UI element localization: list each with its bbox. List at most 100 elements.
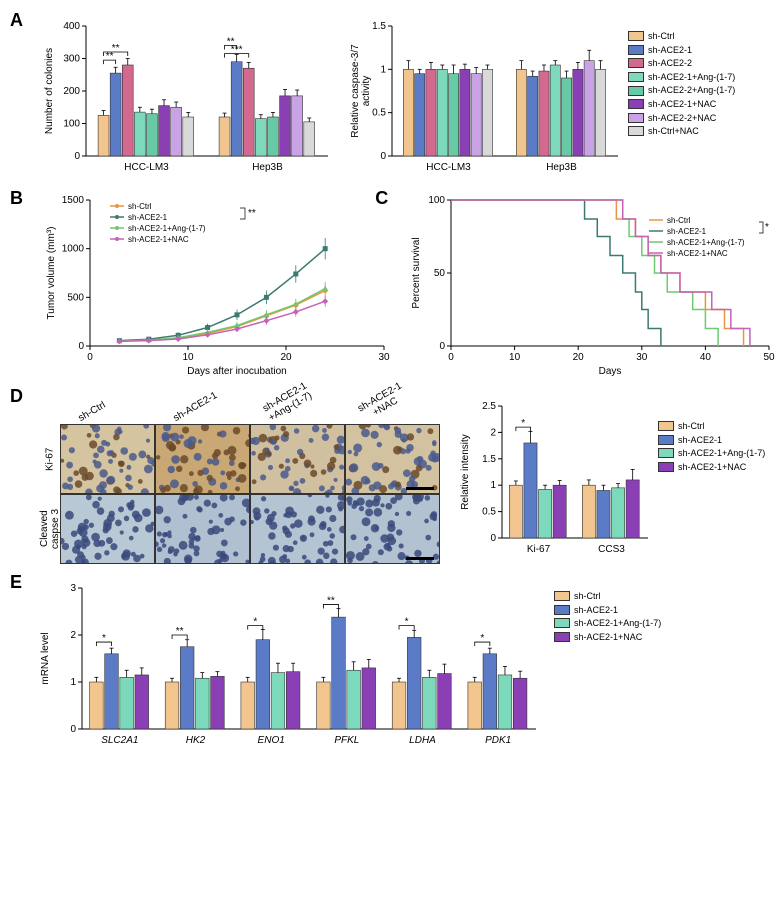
panel-e-label: E	[10, 572, 22, 593]
svg-text:0: 0	[78, 341, 84, 352]
mrna-chart: 0123mRNA levelSLC2A1HK2ENO1PFKLLDHAPDK1*…	[34, 572, 544, 757]
svg-text:***: ***	[231, 45, 243, 56]
legend-item: sh-ACE2-1	[628, 44, 735, 57]
svg-text:0: 0	[87, 352, 93, 363]
svg-text:Days after inocubation: Days after inocubation	[187, 366, 287, 377]
panel-e-legend: sh-Ctrlsh-ACE2-1sh-ACE2-1+Ang-(1-7)sh-AC…	[554, 590, 661, 643]
panel-a: A 0 100 200 300 400 Number of colonies HCC-LM3…	[10, 10, 771, 180]
svg-text:2: 2	[70, 630, 76, 641]
svg-text:Relative caspase-3/7: Relative caspase-3/7	[350, 44, 361, 138]
ihc-image	[155, 424, 250, 494]
svg-text:300: 300	[63, 54, 80, 65]
svg-text:3: 3	[70, 583, 76, 594]
svg-text:sh-Ctrl: sh-Ctrl	[667, 216, 691, 225]
ihc-image	[60, 424, 155, 494]
panel-d-intensity-chart: 00.511.522.5Relative intensityKi-67CCS3*	[454, 392, 654, 562]
svg-text:2.5: 2.5	[482, 401, 496, 412]
ihc-image	[155, 494, 250, 564]
svg-text:PFKL: PFKL	[334, 735, 359, 746]
svg-text:HK2: HK2	[186, 735, 206, 746]
svg-text:1.5: 1.5	[372, 21, 386, 32]
svg-text:sh-ACE2-1: sh-ACE2-1	[128, 213, 168, 222]
panel-b: B 0500100015000102030Days after inocubat…	[10, 188, 375, 378]
svg-text:20: 20	[573, 352, 585, 363]
svg-text:50: 50	[434, 268, 446, 279]
svg-text:1: 1	[70, 677, 76, 688]
ihc-image-grid: sh-Ctrlsh-ACE2-1sh-ACE2-1 +Ang-(1-7)sh-A…	[40, 392, 440, 564]
svg-text:**: **	[112, 43, 120, 54]
panel-b-label: B	[10, 188, 23, 209]
svg-text:10: 10	[509, 352, 521, 363]
legend-item: sh-ACE2-1	[658, 434, 765, 447]
svg-text:Hep3B: Hep3B	[252, 162, 283, 173]
svg-text:Number of colonies: Number of colonies	[44, 48, 55, 134]
panel-c-label: C	[375, 188, 388, 209]
ihc-image	[60, 494, 155, 564]
panel-c: C 05010001020304050DaysPercent survivals…	[375, 188, 771, 378]
svg-text:sh-ACE2-1+NAC: sh-ACE2-1+NAC	[667, 249, 728, 258]
svg-text:0: 0	[380, 151, 386, 162]
legend-item: sh-Ctrl	[628, 30, 735, 43]
legend-item: sh-ACE2-1+NAC	[554, 631, 661, 644]
svg-text:LDHA: LDHA	[409, 735, 436, 746]
svg-text:200: 200	[63, 86, 80, 97]
ihc-row-label: Cleaved caspse 3	[40, 494, 60, 564]
svg-text:*: *	[253, 617, 257, 628]
svg-text:CCS3: CCS3	[598, 544, 625, 555]
svg-text:sh-ACE2-1+Ang-(1-7): sh-ACE2-1+Ang-(1-7)	[128, 224, 206, 233]
svg-text:400: 400	[63, 21, 80, 32]
legend-item: sh-Ctrl	[554, 590, 661, 603]
svg-text:sh-ACE2-1+NAC: sh-ACE2-1+NAC	[128, 235, 189, 244]
svg-text:Days: Days	[599, 366, 622, 377]
svg-text:1500: 1500	[62, 195, 85, 206]
tumor-volume-chart: 0500100015000102030Days after inocubatio…	[34, 188, 394, 378]
svg-text:PDK1: PDK1	[485, 735, 511, 746]
ihc-image	[250, 424, 345, 494]
svg-text:activity: activity	[361, 76, 372, 107]
svg-text:**: **	[327, 595, 335, 606]
panel-a-caspase-chart: 0 0.5 1 1.5 Relative caspase-3/7activity HCC-…	[334, 10, 624, 180]
svg-text:HCC-LM3: HCC-LM3	[426, 162, 471, 173]
panel-a-colonies-chart: 0100200300400Number of coloniesHCC-LM3He…	[34, 10, 334, 180]
svg-text:40: 40	[700, 352, 712, 363]
svg-text:100: 100	[429, 195, 446, 206]
svg-text:**: **	[176, 626, 184, 637]
svg-text:Percent survival: Percent survival	[411, 237, 422, 308]
svg-text:ENO1: ENO1	[258, 735, 285, 746]
legend-item: sh-Ctrl+NAC	[628, 125, 735, 138]
svg-text:mRNA level: mRNA level	[40, 632, 51, 684]
svg-text:*: *	[405, 617, 409, 628]
svg-text:1: 1	[380, 64, 386, 75]
legend-item: sh-ACE2-2+NAC	[628, 112, 735, 125]
svg-text:500: 500	[67, 292, 84, 303]
svg-text:1.5: 1.5	[482, 454, 496, 465]
svg-text:*: *	[765, 222, 769, 233]
ihc-image	[250, 494, 345, 564]
svg-text:1000: 1000	[62, 244, 85, 255]
svg-text:100: 100	[63, 119, 80, 130]
svg-text:0.5: 0.5	[372, 108, 386, 119]
svg-text:50: 50	[764, 352, 776, 363]
svg-text:Ki-67: Ki-67	[527, 544, 551, 555]
panel-d-legend: sh-Ctrlsh-ACE2-1sh-ACE2-1+Ang-(1-7)sh-AC…	[658, 420, 765, 473]
svg-text:Tumor volume (mm³): Tumor volume (mm³)	[46, 227, 57, 320]
svg-text:0: 0	[448, 352, 454, 363]
svg-text:20: 20	[280, 352, 292, 363]
panel-a-label: A	[10, 10, 23, 31]
ihc-image	[345, 494, 440, 564]
panel-d: D sh-Ctrlsh-ACE2-1sh-ACE2-1 +Ang-(1-7)sh…	[10, 386, 771, 564]
panel-a-legend: sh-Ctrlsh-ACE2-1sh-ACE2-2sh-ACE2-1+Ang-(…	[628, 30, 735, 138]
legend-item: sh-ACE2-1	[554, 604, 661, 617]
panel-e: E 0123mRNA levelSLC2A1HK2ENO1PFKLLDHAPDK…	[10, 572, 771, 757]
svg-text:0: 0	[440, 341, 446, 352]
svg-text:10: 10	[182, 352, 194, 363]
svg-text:2: 2	[490, 427, 496, 438]
svg-text:0: 0	[74, 151, 80, 162]
svg-text:*: *	[480, 633, 484, 644]
survival-chart: 05010001020304050DaysPercent survivalsh-…	[399, 188, 779, 378]
legend-item: sh-ACE2-1+Ang-(1-7)	[658, 447, 765, 460]
ihc-image	[345, 424, 440, 494]
svg-text:sh-ACE2-1: sh-ACE2-1	[667, 227, 707, 236]
legend-item: sh-ACE2-1+NAC	[628, 98, 735, 111]
svg-text:Hep3B: Hep3B	[546, 162, 577, 173]
